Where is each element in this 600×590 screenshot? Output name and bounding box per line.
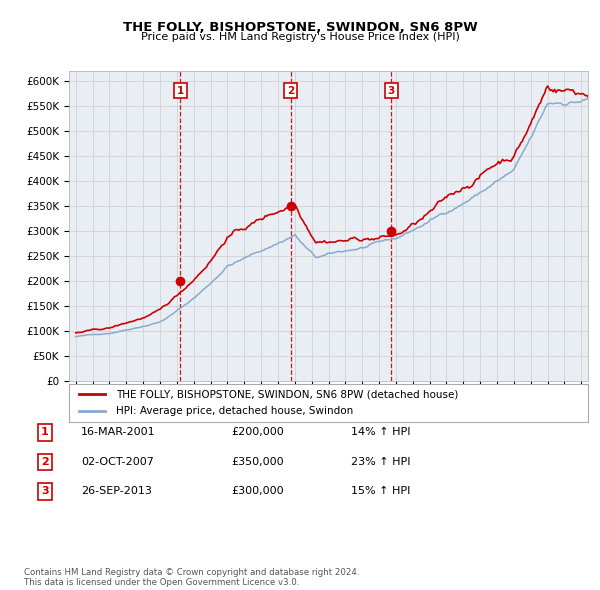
Text: 3: 3 xyxy=(388,86,395,96)
Text: 15% ↑ HPI: 15% ↑ HPI xyxy=(351,487,410,496)
Text: 14% ↑ HPI: 14% ↑ HPI xyxy=(351,428,410,437)
Text: 2: 2 xyxy=(287,86,294,96)
Text: THE FOLLY, BISHOPSTONE, SWINDON, SN6 8PW (detached house): THE FOLLY, BISHOPSTONE, SWINDON, SN6 8PW… xyxy=(116,389,458,399)
Text: £300,000: £300,000 xyxy=(231,487,284,496)
Text: 23% ↑ HPI: 23% ↑ HPI xyxy=(351,457,410,467)
Text: 16-MAR-2001: 16-MAR-2001 xyxy=(81,428,155,437)
Text: 3: 3 xyxy=(41,487,49,496)
Text: 1: 1 xyxy=(177,86,184,96)
Text: 02-OCT-2007: 02-OCT-2007 xyxy=(81,457,154,467)
Text: £350,000: £350,000 xyxy=(231,457,284,467)
Text: 26-SEP-2013: 26-SEP-2013 xyxy=(81,487,152,496)
Text: Price paid vs. HM Land Registry's House Price Index (HPI): Price paid vs. HM Land Registry's House … xyxy=(140,32,460,42)
Text: THE FOLLY, BISHOPSTONE, SWINDON, SN6 8PW: THE FOLLY, BISHOPSTONE, SWINDON, SN6 8PW xyxy=(122,21,478,34)
Text: 2: 2 xyxy=(41,457,49,467)
Text: 1: 1 xyxy=(41,428,49,437)
Text: HPI: Average price, detached house, Swindon: HPI: Average price, detached house, Swin… xyxy=(116,406,353,416)
Text: Contains HM Land Registry data © Crown copyright and database right 2024.
This d: Contains HM Land Registry data © Crown c… xyxy=(24,568,359,587)
Text: £200,000: £200,000 xyxy=(231,428,284,437)
